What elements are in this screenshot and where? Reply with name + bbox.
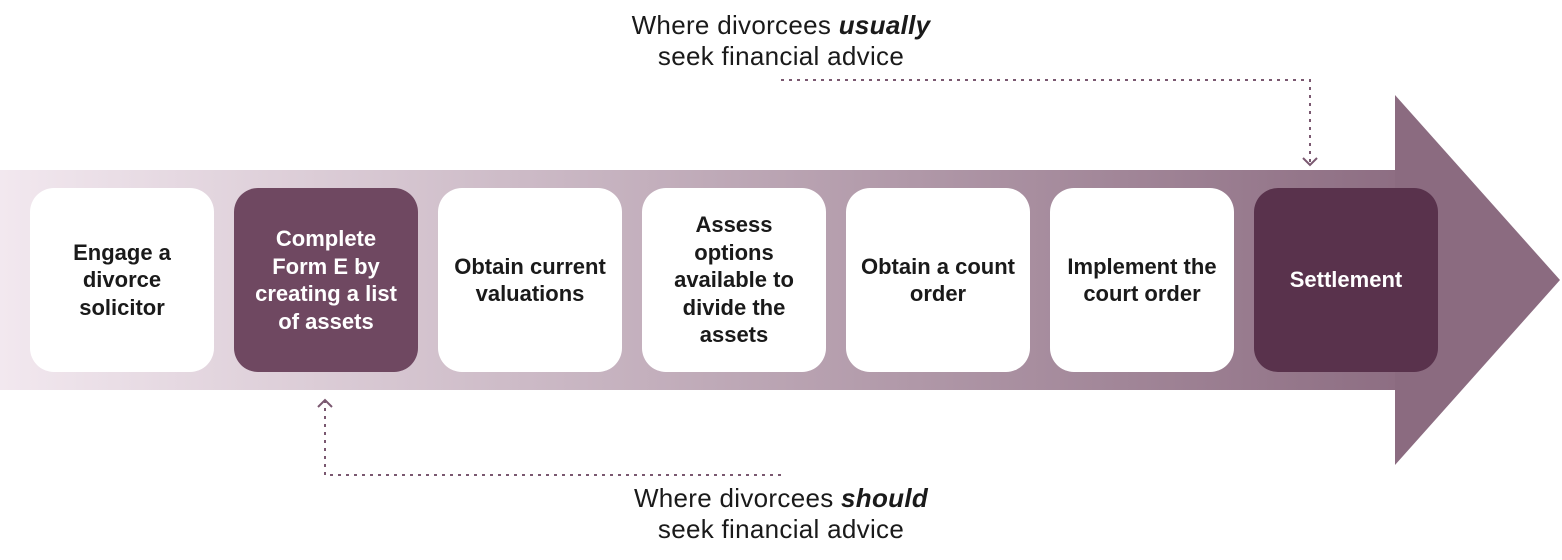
step-box-3: Assess options available to divide the a…	[642, 188, 826, 372]
step-label: Obtain current valuations	[452, 253, 608, 308]
step-box-2: Obtain current valuations	[438, 188, 622, 372]
bottom-annotation: Where divorcees should seek financial ad…	[0, 483, 1562, 545]
bottom-annotation-emph: should	[841, 483, 928, 513]
step-box-5: Implement the court order	[1050, 188, 1234, 372]
steps-row: Engage a divorce solicitor Complete Form …	[30, 188, 1438, 372]
step-box-0: Engage a divorce solicitor	[30, 188, 214, 372]
step-label: Obtain a count order	[860, 253, 1016, 308]
step-label: Complete Form E by creating a list of as…	[248, 225, 404, 335]
step-box-1: Complete Form E by creating a list of as…	[234, 188, 418, 372]
diagram-container: Where divorcees usually seek financial a…	[0, 0, 1562, 560]
step-box-6: Settlement	[1254, 188, 1438, 372]
bottom-annotation-pre: Where divorcees	[634, 483, 841, 513]
bottom-annotation-line2: seek financial advice	[0, 514, 1562, 545]
top-annotation-line1: Where divorcees usually	[0, 10, 1562, 41]
step-label: Engage a divorce solicitor	[44, 239, 200, 322]
bottom-annotation-line1: Where divorcees should	[0, 483, 1562, 514]
step-label: Assess options available to divide the a…	[656, 211, 812, 349]
top-annotation: Where divorcees usually seek financial a…	[0, 10, 1562, 72]
top-annotation-emph: usually	[839, 10, 931, 40]
top-annotation-line2: seek financial advice	[0, 41, 1562, 72]
step-label: Implement the court order	[1064, 253, 1220, 308]
step-label: Settlement	[1290, 266, 1402, 294]
step-box-4: Obtain a count order	[846, 188, 1030, 372]
top-annotation-pre: Where divorcees	[632, 10, 839, 40]
